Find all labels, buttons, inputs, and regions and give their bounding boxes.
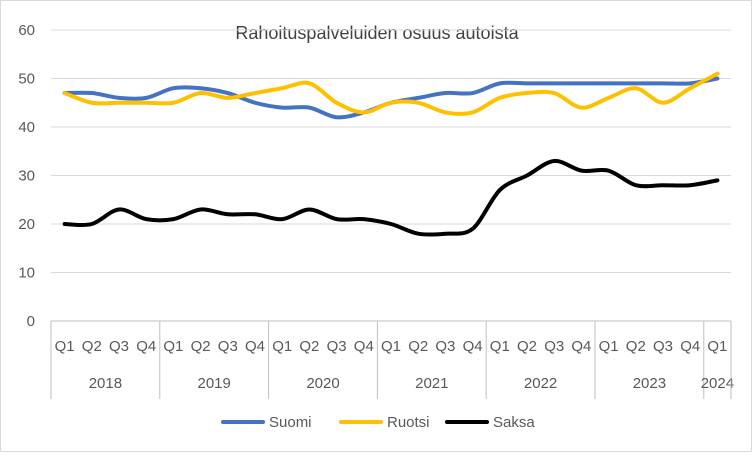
year-label: 2023 [633, 375, 666, 392]
x-tick-label: Q3 [435, 338, 455, 355]
series-lines [62, 71, 720, 237]
gridlines [51, 29, 731, 273]
year-label: 2018 [89, 375, 122, 392]
x-tick-label: Q1 [163, 338, 183, 355]
y-tick-label: 40 [18, 119, 35, 136]
x-tick-label: Q2 [299, 338, 319, 355]
year-label: 2022 [524, 375, 557, 392]
y-tick-label: 50 [18, 71, 35, 88]
x-tick-label: Q3 [218, 338, 238, 355]
x-tick-label: Q4 [245, 338, 265, 355]
x-tick-label: Q4 [354, 338, 374, 355]
y-tick-label: 60 [18, 22, 35, 39]
legend-label-ruotsi: Ruotsi [387, 414, 430, 431]
year-label: 2024 [701, 375, 734, 392]
x-tick-label: Q1 [707, 338, 727, 355]
x-tick-label: Q4 [680, 338, 700, 355]
x-tick-label: Q4 [571, 338, 591, 355]
x-tick-label: Q3 [109, 338, 129, 355]
x-tick-label: Q3 [327, 338, 347, 355]
x-tick-label: Q2 [82, 338, 102, 355]
x-tick-label: Q4 [136, 338, 156, 355]
y-tick-label: 20 [18, 216, 35, 233]
y-tick-label: 10 [18, 265, 35, 282]
series-line-suomi [62, 76, 720, 120]
y-tick-label: 30 [18, 168, 35, 185]
series-line-saksa [62, 158, 720, 237]
chart-title: Rahoituspalveluiden osuus autoista [235, 23, 519, 43]
y-tick-label: 0 [27, 313, 35, 330]
x-tick-label: Q2 [517, 338, 537, 355]
legend-label-suomi: Suomi [269, 414, 312, 431]
x-tick-label: Q1 [55, 338, 75, 355]
x-tick-label: Q1 [381, 338, 401, 355]
legend-label-saksa: Saksa [493, 414, 535, 431]
year-label: 2020 [306, 375, 339, 392]
x-tick-label: Q4 [463, 338, 483, 355]
legend: Suomi Ruotsi Saksa [221, 414, 535, 431]
x-tick-label: Q2 [626, 338, 646, 355]
series-line-ruotsi [62, 71, 720, 116]
y-axis: 0 10 20 30 40 50 60 [18, 22, 35, 330]
x-tick-label: Q1 [490, 338, 510, 355]
x-tick-label: Q2 [191, 338, 211, 355]
x-tick-label: Q2 [408, 338, 428, 355]
x-tick-label: Q3 [653, 338, 673, 355]
year-label: 2021 [415, 375, 448, 392]
x-tick-label: Q1 [599, 338, 619, 355]
x-axis: Q1 Q2 Q3 Q4 Q1 Q2 Q3 Q4 Q1 Q2 Q3 Q4 Q1 Q2 Q3 Q4 Q1 Q2 Q3 Q4… [50, 320, 734, 399]
year-label: 2019 [198, 375, 231, 392]
x-tick-label: Q1 [272, 338, 292, 355]
x-tick-label: Q3 [544, 338, 564, 355]
